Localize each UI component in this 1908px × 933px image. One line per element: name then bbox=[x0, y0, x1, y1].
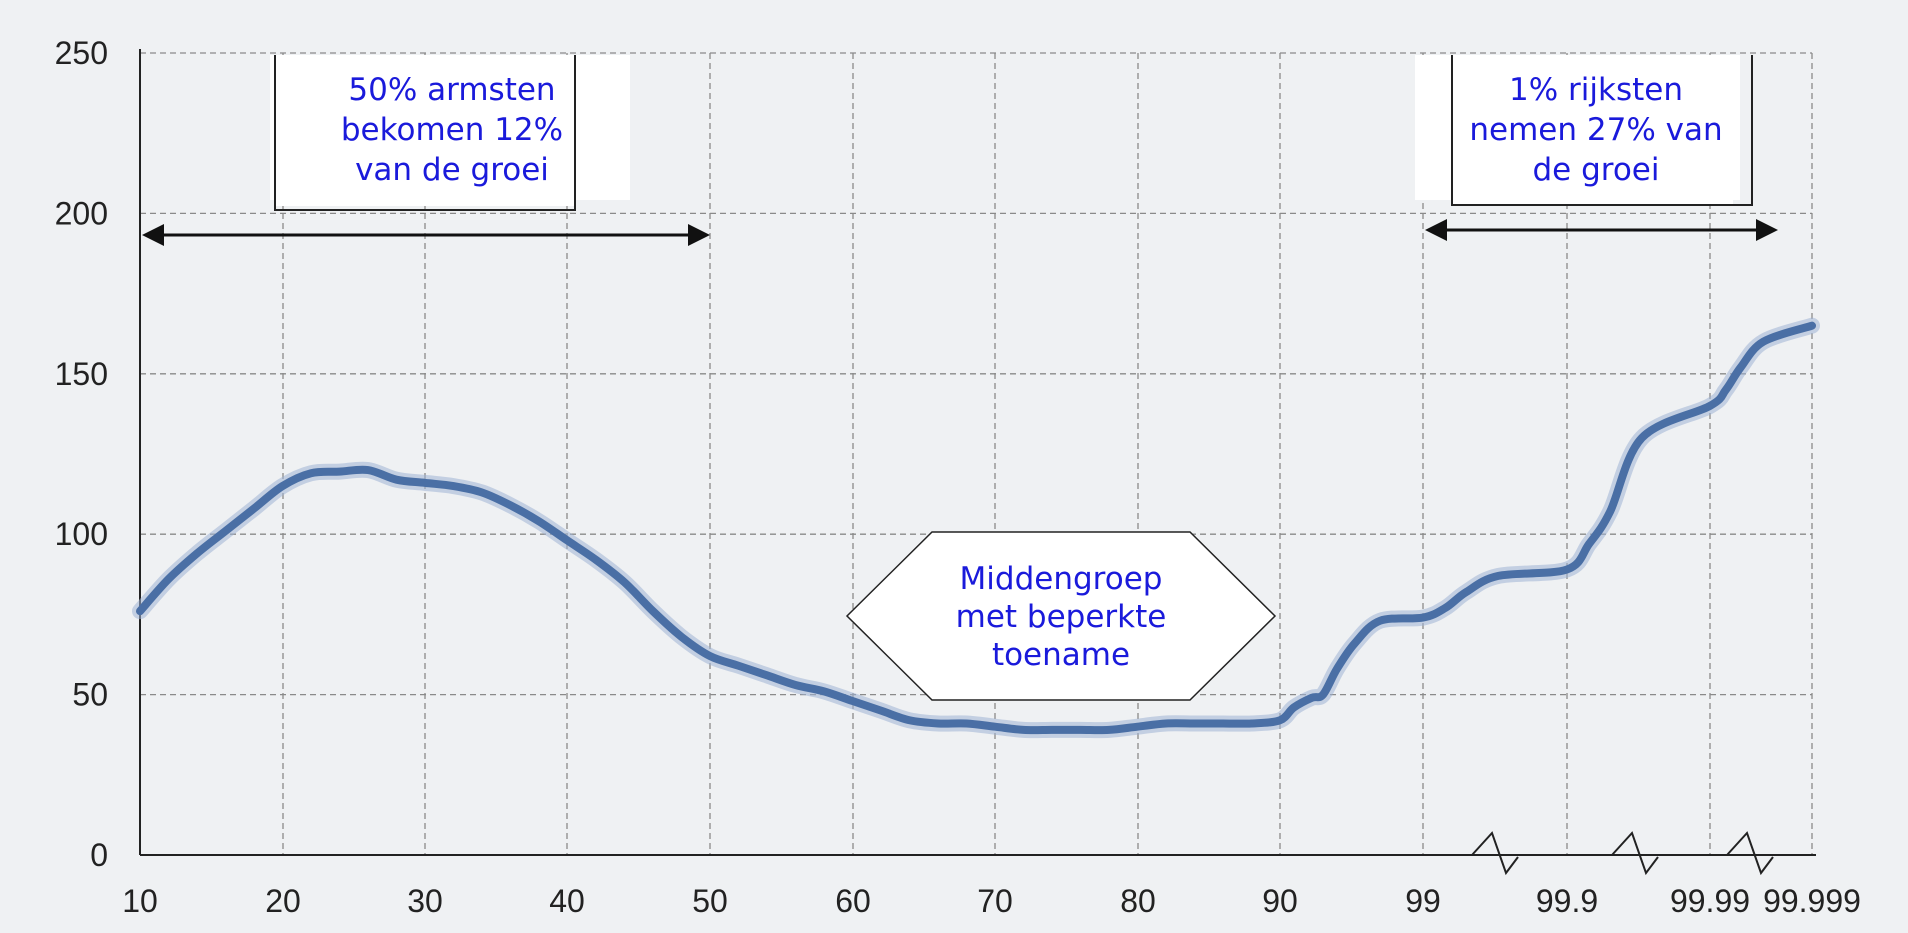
x-tick-label: 99.999 bbox=[1763, 883, 1861, 919]
y-tick-label: 0 bbox=[90, 837, 108, 873]
x-tick-label: 10 bbox=[122, 883, 158, 919]
annotation-middle-text: met beperkte bbox=[956, 599, 1167, 635]
arrow-left-head-icon bbox=[1425, 219, 1447, 241]
axis-break-icon bbox=[1471, 831, 1519, 876]
axis-break-icon bbox=[1726, 831, 1774, 876]
x-tick-label: 20 bbox=[265, 883, 301, 919]
x-tick-label: 90 bbox=[1262, 883, 1298, 919]
x-tick-label: 40 bbox=[549, 883, 585, 919]
y-tick-label: 150 bbox=[55, 356, 108, 392]
x-tick-label: 99.9 bbox=[1536, 883, 1598, 919]
annotation-middle-hexagon bbox=[845, 531, 1277, 701]
arrow-left-head-icon bbox=[142, 224, 164, 246]
axis-breaks bbox=[1471, 831, 1774, 876]
x-tick-label: 80 bbox=[1120, 883, 1156, 919]
y-tick-label: 250 bbox=[55, 35, 108, 71]
series-line bbox=[136, 321, 1816, 735]
x-tick-label: 99 bbox=[1405, 883, 1441, 919]
arrow-right-head-icon bbox=[1756, 219, 1778, 241]
annotation-left-text: van de groei bbox=[355, 152, 549, 188]
annotation-right-text: nemen 27% van bbox=[1469, 112, 1722, 148]
x-tick-label: 70 bbox=[977, 883, 1013, 919]
annotations: 50% armsten bekomen 12% van de groei 1% rij… bbox=[142, 55, 1778, 701]
annotation-left-arrow bbox=[142, 224, 710, 246]
x-tick-label: 60 bbox=[835, 883, 871, 919]
y-tick-label: 100 bbox=[55, 516, 108, 552]
axes bbox=[139, 49, 1816, 856]
annotation-right-fill bbox=[1453, 56, 1733, 204]
x-tick-label: 50 bbox=[692, 883, 728, 919]
annotation-left-fill bbox=[276, 56, 574, 206]
annotation-left-text: 50% armsten bbox=[348, 72, 555, 108]
annotation-middle-text: Middengroep bbox=[960, 561, 1163, 597]
annotation-right-text: 1% rijksten bbox=[1509, 72, 1683, 108]
annotation-right-bracket bbox=[1451, 55, 1753, 206]
annotation-right-arrow bbox=[1425, 219, 1778, 241]
axis-break-icon bbox=[1611, 831, 1659, 876]
y-tick-label: 50 bbox=[72, 677, 108, 713]
annotation-left-bracket bbox=[274, 55, 576, 211]
annotation-left-text: bekomen 12% bbox=[341, 112, 563, 148]
series bbox=[132, 317, 1820, 739]
annotation-right-text: de groei bbox=[1533, 152, 1660, 188]
annotation-middle-text: toename bbox=[992, 637, 1130, 673]
x-tick-label: 30 bbox=[407, 883, 443, 919]
arrow-right-head-icon bbox=[688, 224, 710, 246]
y-tick-label: 200 bbox=[55, 195, 108, 231]
x-tick-label: 99.99 bbox=[1670, 883, 1750, 919]
